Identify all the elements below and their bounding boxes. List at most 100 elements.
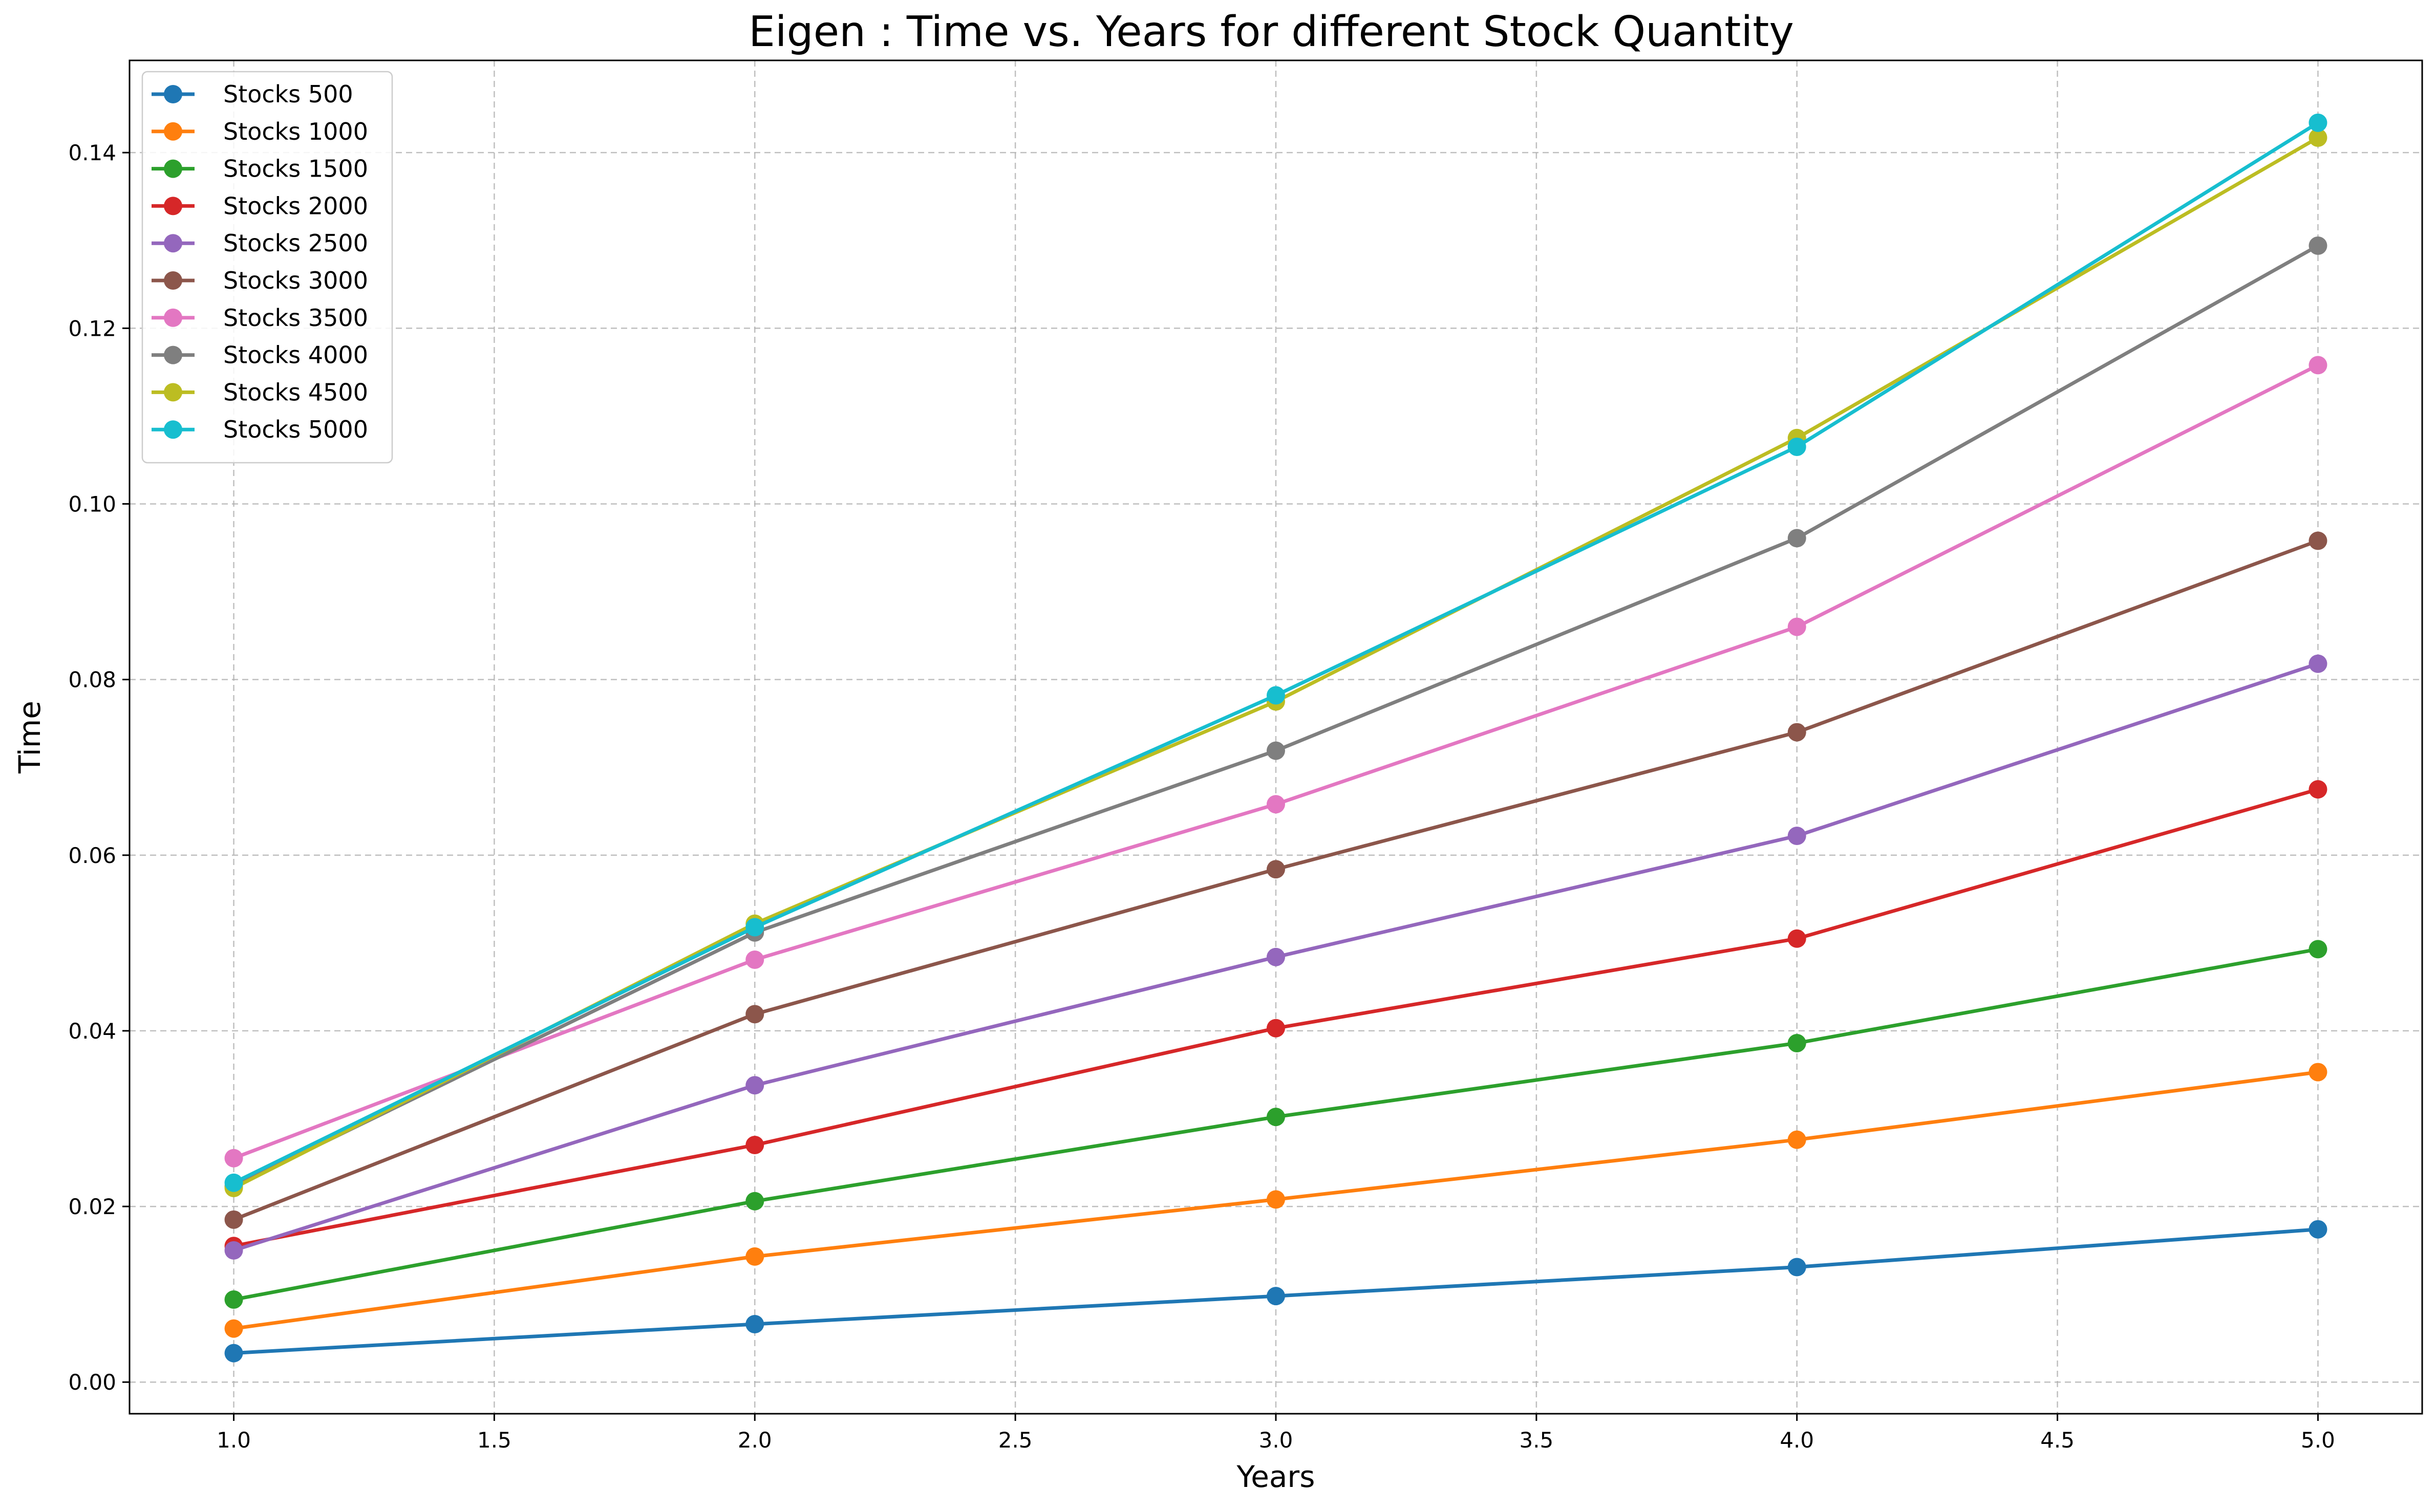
data-point-stocks-2000 <box>1267 1019 1285 1038</box>
data-point-stocks-1000 <box>2309 1063 2327 1082</box>
data-point-stocks-1000 <box>1787 1130 1806 1149</box>
chart-title: Eigen : Time vs. Years for different Sto… <box>749 8 1794 56</box>
legend-swatch-marker <box>164 308 182 327</box>
x-tick-label: 1.0 <box>217 1428 251 1453</box>
data-point-stocks-500 <box>1267 1287 1285 1306</box>
x-tick-label: 5.0 <box>2301 1428 2335 1453</box>
legend-item: Stocks 500 <box>152 80 353 108</box>
series-stocks-3500 <box>224 356 2327 1168</box>
legend-label: Stocks 5000 <box>223 416 368 443</box>
data-point-stocks-2000 <box>1787 929 1806 948</box>
data-point-stocks-1500 <box>224 1290 243 1309</box>
x-tick-label: 4.0 <box>1780 1428 1814 1453</box>
data-point-stocks-5000 <box>745 918 764 937</box>
data-point-stocks-4000 <box>2309 236 2327 255</box>
data-point-stocks-1000 <box>1267 1190 1285 1209</box>
data-point-stocks-3000 <box>1267 860 1285 879</box>
data-point-stocks-3500 <box>1787 617 1806 636</box>
data-point-stocks-3500 <box>745 950 764 969</box>
x-tick-label: 3.5 <box>1519 1428 1553 1453</box>
y-tick-label: 0.04 <box>68 1019 116 1044</box>
series-stocks-1000 <box>224 1063 2327 1338</box>
legend-label: Stocks 3000 <box>223 267 368 294</box>
series-stocks-500 <box>224 1220 2327 1363</box>
x-tick-label: 1.5 <box>477 1428 511 1453</box>
legend-label: Stocks 2500 <box>223 229 368 257</box>
legend-swatch-marker <box>164 197 182 215</box>
data-point-stocks-2000 <box>2309 780 2327 799</box>
legend-label: Stocks 500 <box>223 80 353 108</box>
data-point-stocks-500 <box>2309 1220 2327 1239</box>
legend-item: Stocks 4500 <box>152 378 368 406</box>
legend-swatch-marker <box>164 85 182 103</box>
y-tick-label: 0.08 <box>68 667 116 693</box>
legend-item: Stocks 3000 <box>152 267 368 294</box>
data-point-stocks-2500 <box>2309 654 2327 673</box>
data-point-stocks-3500 <box>2309 356 2327 375</box>
legend-swatch-marker <box>164 383 182 402</box>
data-point-stocks-500 <box>1787 1258 1806 1277</box>
legend: Stocks 500 Stocks 1000 Stocks 1500 Stocks 2… <box>141 71 393 464</box>
legend-item: Stocks 5000 <box>152 416 368 443</box>
legend-label: Stocks 3500 <box>223 304 368 332</box>
data-point-stocks-3000 <box>1787 723 1806 742</box>
legend-swatch-marker <box>164 159 182 178</box>
y-tick-label: 0.02 <box>68 1194 116 1219</box>
legend-item: Stocks 2000 <box>152 192 368 220</box>
y-tick-label: 0.00 <box>68 1370 116 1395</box>
data-point-stocks-1000 <box>224 1319 243 1338</box>
data-point-stocks-4500 <box>2309 128 2327 147</box>
data-point-stocks-3500 <box>224 1149 243 1168</box>
x-tick-label: 4.5 <box>2040 1428 2075 1453</box>
series-stocks-1500 <box>224 940 2327 1309</box>
data-point-stocks-5000 <box>1787 437 1806 456</box>
data-point-stocks-3000 <box>2309 531 2327 550</box>
series-stocks-3000 <box>224 531 2327 1229</box>
data-point-stocks-3500 <box>1267 795 1285 814</box>
data-point-stocks-3000 <box>224 1210 243 1229</box>
x-tick-label: 2.5 <box>998 1428 1033 1453</box>
x-tick-label: 2.0 <box>738 1428 772 1453</box>
series-stocks-2500 <box>224 654 2327 1260</box>
y-axis-label: Time <box>12 701 47 774</box>
y-tick-label: 0.14 <box>68 140 116 165</box>
data-point-stocks-1500 <box>1267 1108 1285 1127</box>
x-tick-label: 3.0 <box>1259 1428 1293 1453</box>
ticks: 1.0 1.5 2.0 2.5 3.0 3.5 4.0 4.5 5.0 0.00 0.02 0.04 0… <box>68 140 2335 1453</box>
data-point-stocks-2000 <box>745 1135 764 1154</box>
series-stocks-5000 <box>224 113 2327 1192</box>
legend-item: Stocks 4000 <box>152 341 368 369</box>
data-point-stocks-1500 <box>745 1192 764 1211</box>
data-point-stocks-3000 <box>745 1005 764 1024</box>
data-point-stocks-1000 <box>745 1247 764 1266</box>
data-point-stocks-2500 <box>1787 827 1806 846</box>
data-point-stocks-2500 <box>745 1076 764 1095</box>
legend-swatch-marker <box>164 122 182 141</box>
legend-swatch-marker <box>164 345 182 364</box>
legend-item: Stocks 2500 <box>152 229 368 257</box>
legend-swatch-marker <box>164 234 182 253</box>
data-point-stocks-1500 <box>1787 1033 1806 1052</box>
data-point-stocks-5000 <box>224 1173 243 1192</box>
data-point-stocks-500 <box>224 1344 243 1363</box>
legend-label: Stocks 4000 <box>223 341 368 369</box>
data-point-stocks-500 <box>745 1314 764 1333</box>
y-tick-label: 0.12 <box>68 316 116 341</box>
series-layer <box>224 113 2327 1363</box>
legend-box <box>141 71 393 464</box>
data-point-stocks-4000 <box>1267 741 1285 760</box>
legend-label: Stocks 2000 <box>223 192 368 220</box>
legend-item: Stocks 1500 <box>152 155 368 183</box>
data-point-stocks-1500 <box>2309 940 2327 959</box>
data-point-stocks-4000 <box>1787 529 1806 548</box>
legend-label: Stocks 1500 <box>223 155 368 183</box>
y-tick-label: 0.06 <box>68 843 116 868</box>
legend-label: Stocks 4500 <box>223 378 368 406</box>
data-point-stocks-2500 <box>224 1241 243 1260</box>
legend-item: Stocks 3500 <box>152 304 368 332</box>
legend-label: Stocks 1000 <box>223 118 368 145</box>
data-point-stocks-5000 <box>1267 686 1285 705</box>
